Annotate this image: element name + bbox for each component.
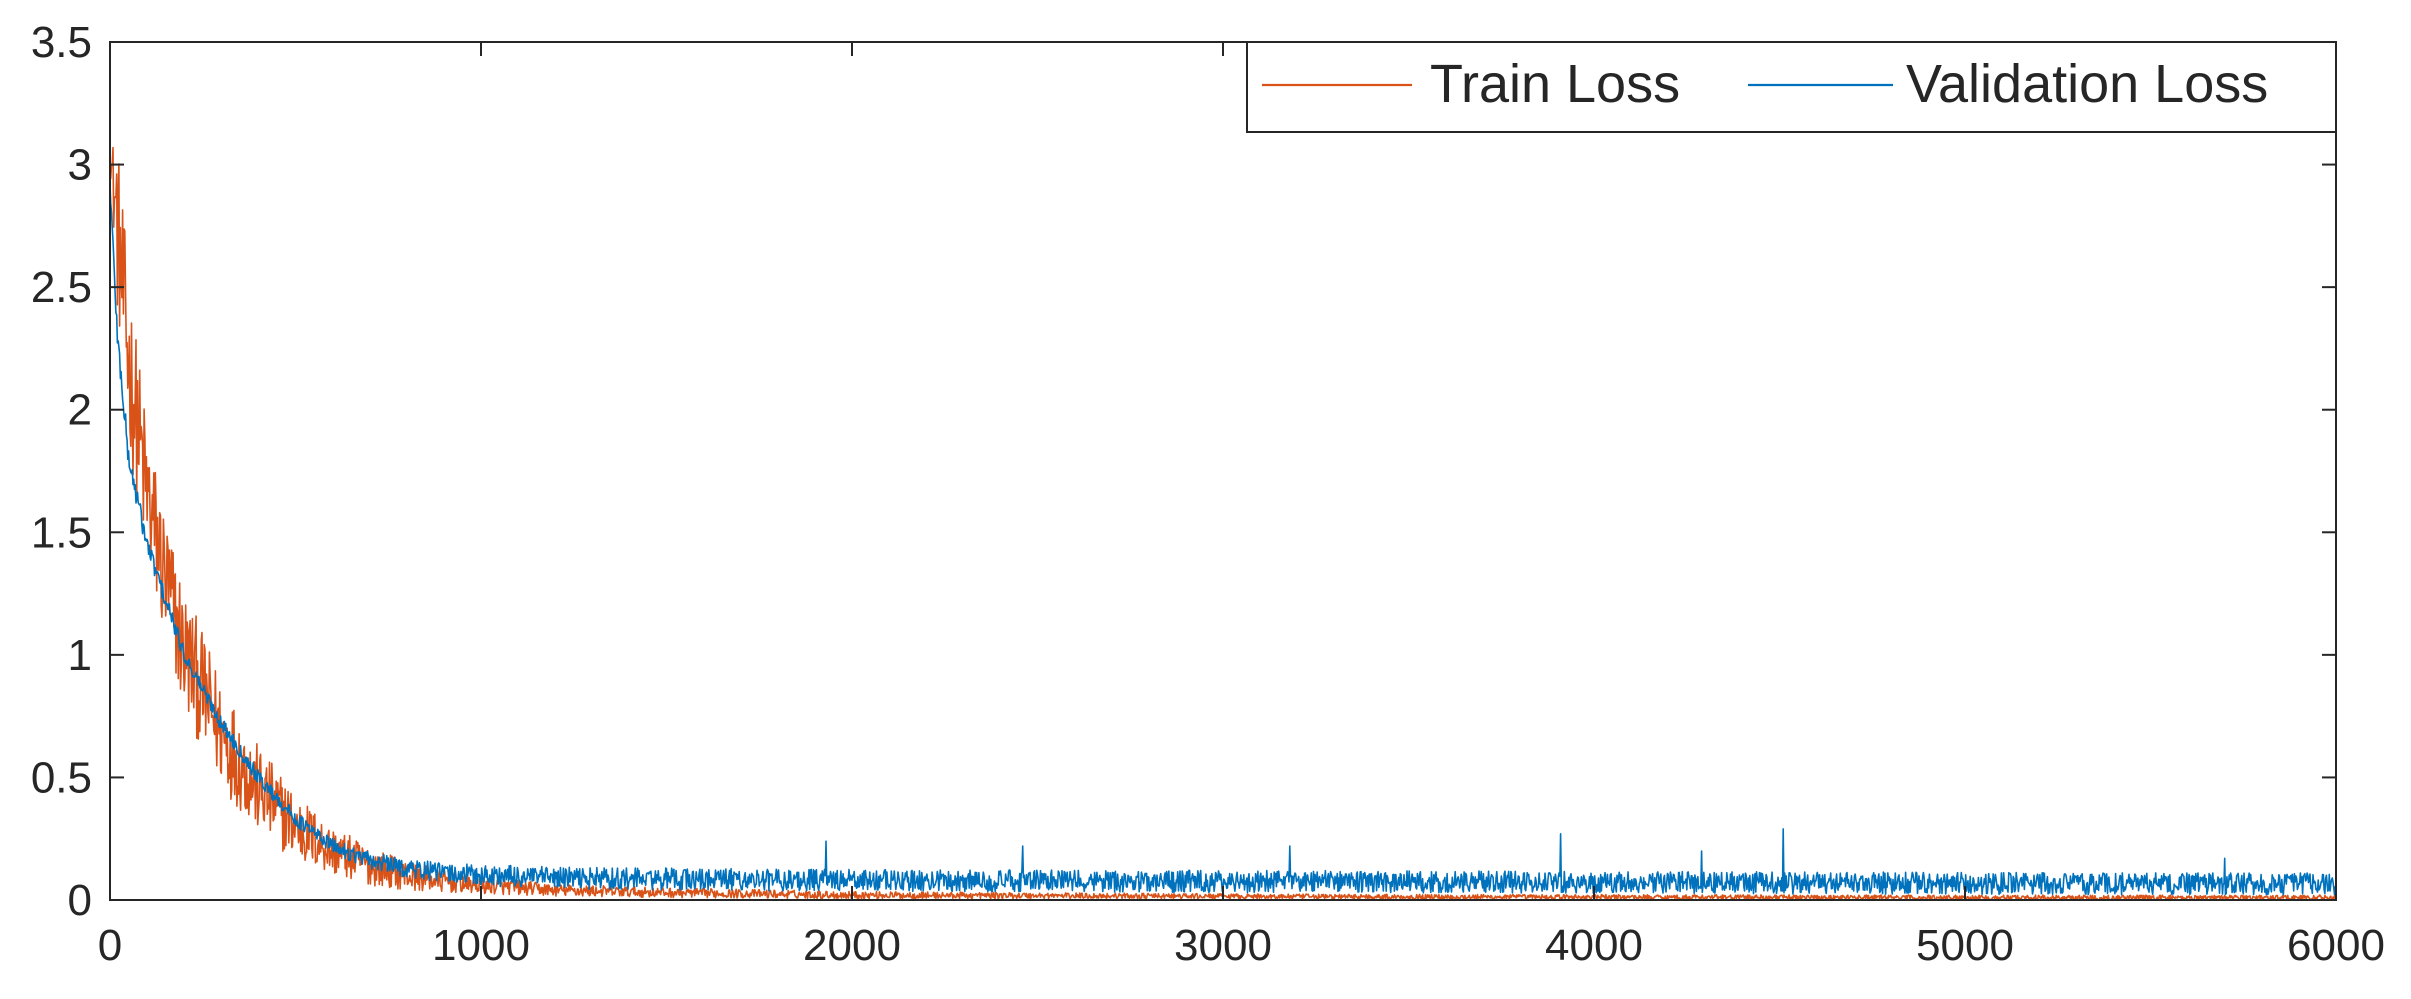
y-tick-label: 0.5 [31, 753, 92, 802]
y-tick-label: 0 [68, 876, 92, 925]
y-tick-label: 1.5 [31, 508, 92, 557]
legend-label-train-loss: Train Loss [1430, 54, 1680, 114]
x-tick-label: 4000 [1545, 921, 1643, 970]
legend: Train Loss Validation Loss [1246, 41, 2337, 133]
x-tick-label: 2000 [803, 921, 901, 970]
y-tick-label: 3.5 [31, 18, 92, 67]
y-tick-label: 2 [68, 386, 92, 435]
legend-box [1246, 41, 2337, 133]
y-tick-label: 2.5 [31, 263, 92, 312]
x-tick-label: 5000 [1916, 921, 2014, 970]
x-tick-label: 3000 [1174, 921, 1272, 970]
x-tick-label: 0 [98, 921, 122, 970]
x-tick-label: 6000 [2287, 921, 2385, 970]
y-tick-label: 1 [68, 631, 92, 680]
ticks-layer: 0 1000 2000 3000 4000 5000 6000 0 0.5 1 1.5 2 2.5 3 3.… [31, 18, 2385, 970]
legend-label-validation-loss: Validation Loss [1906, 54, 2268, 114]
x-tick-label: 1000 [432, 921, 530, 970]
y-tick-label: 3 [68, 141, 92, 190]
